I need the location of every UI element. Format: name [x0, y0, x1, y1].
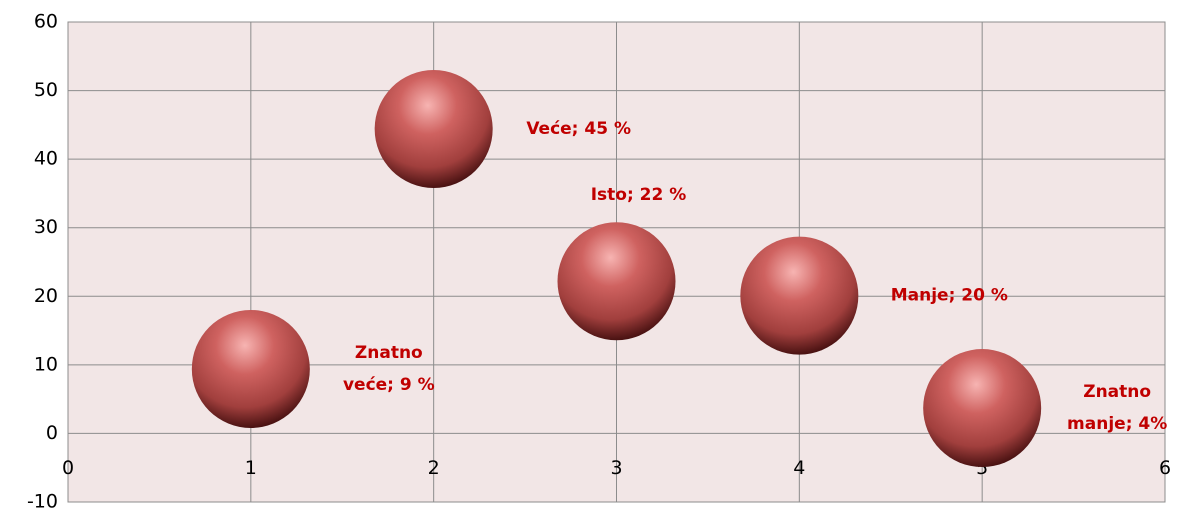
y-tick-label: 20: [34, 285, 58, 307]
y-tick-label: 40: [34, 148, 58, 170]
y-tick-label: 30: [34, 216, 58, 238]
bubble: [923, 349, 1042, 468]
x-tick-label: 0: [62, 457, 74, 479]
data-label: Znatno: [1083, 382, 1151, 402]
data-label: Veće; 45 %: [526, 119, 631, 139]
y-tick-label: 10: [34, 353, 58, 375]
y-tick-label: 50: [34, 79, 58, 101]
y-tick-label: -10: [27, 491, 58, 512]
bubble: [740, 236, 859, 355]
x-tick-label: 1: [245, 457, 257, 479]
data-label: manje; 4%: [1067, 414, 1167, 434]
bubble: [191, 309, 310, 428]
data-label: Znatno: [355, 343, 423, 363]
x-tick-label: 2: [428, 457, 440, 479]
y-tick-label: 0: [46, 422, 58, 444]
data-label: veće; 9 %: [343, 375, 435, 395]
bubble: [557, 222, 676, 341]
bubble: [374, 69, 493, 188]
data-label: Isto; 22 %: [591, 185, 687, 205]
data-label: Manje; 20 %: [891, 286, 1008, 306]
x-tick-label: 3: [610, 457, 622, 479]
x-tick-label: 4: [793, 457, 805, 479]
y-tick-label: 60: [34, 11, 58, 33]
x-tick-label: 6: [1159, 457, 1171, 479]
